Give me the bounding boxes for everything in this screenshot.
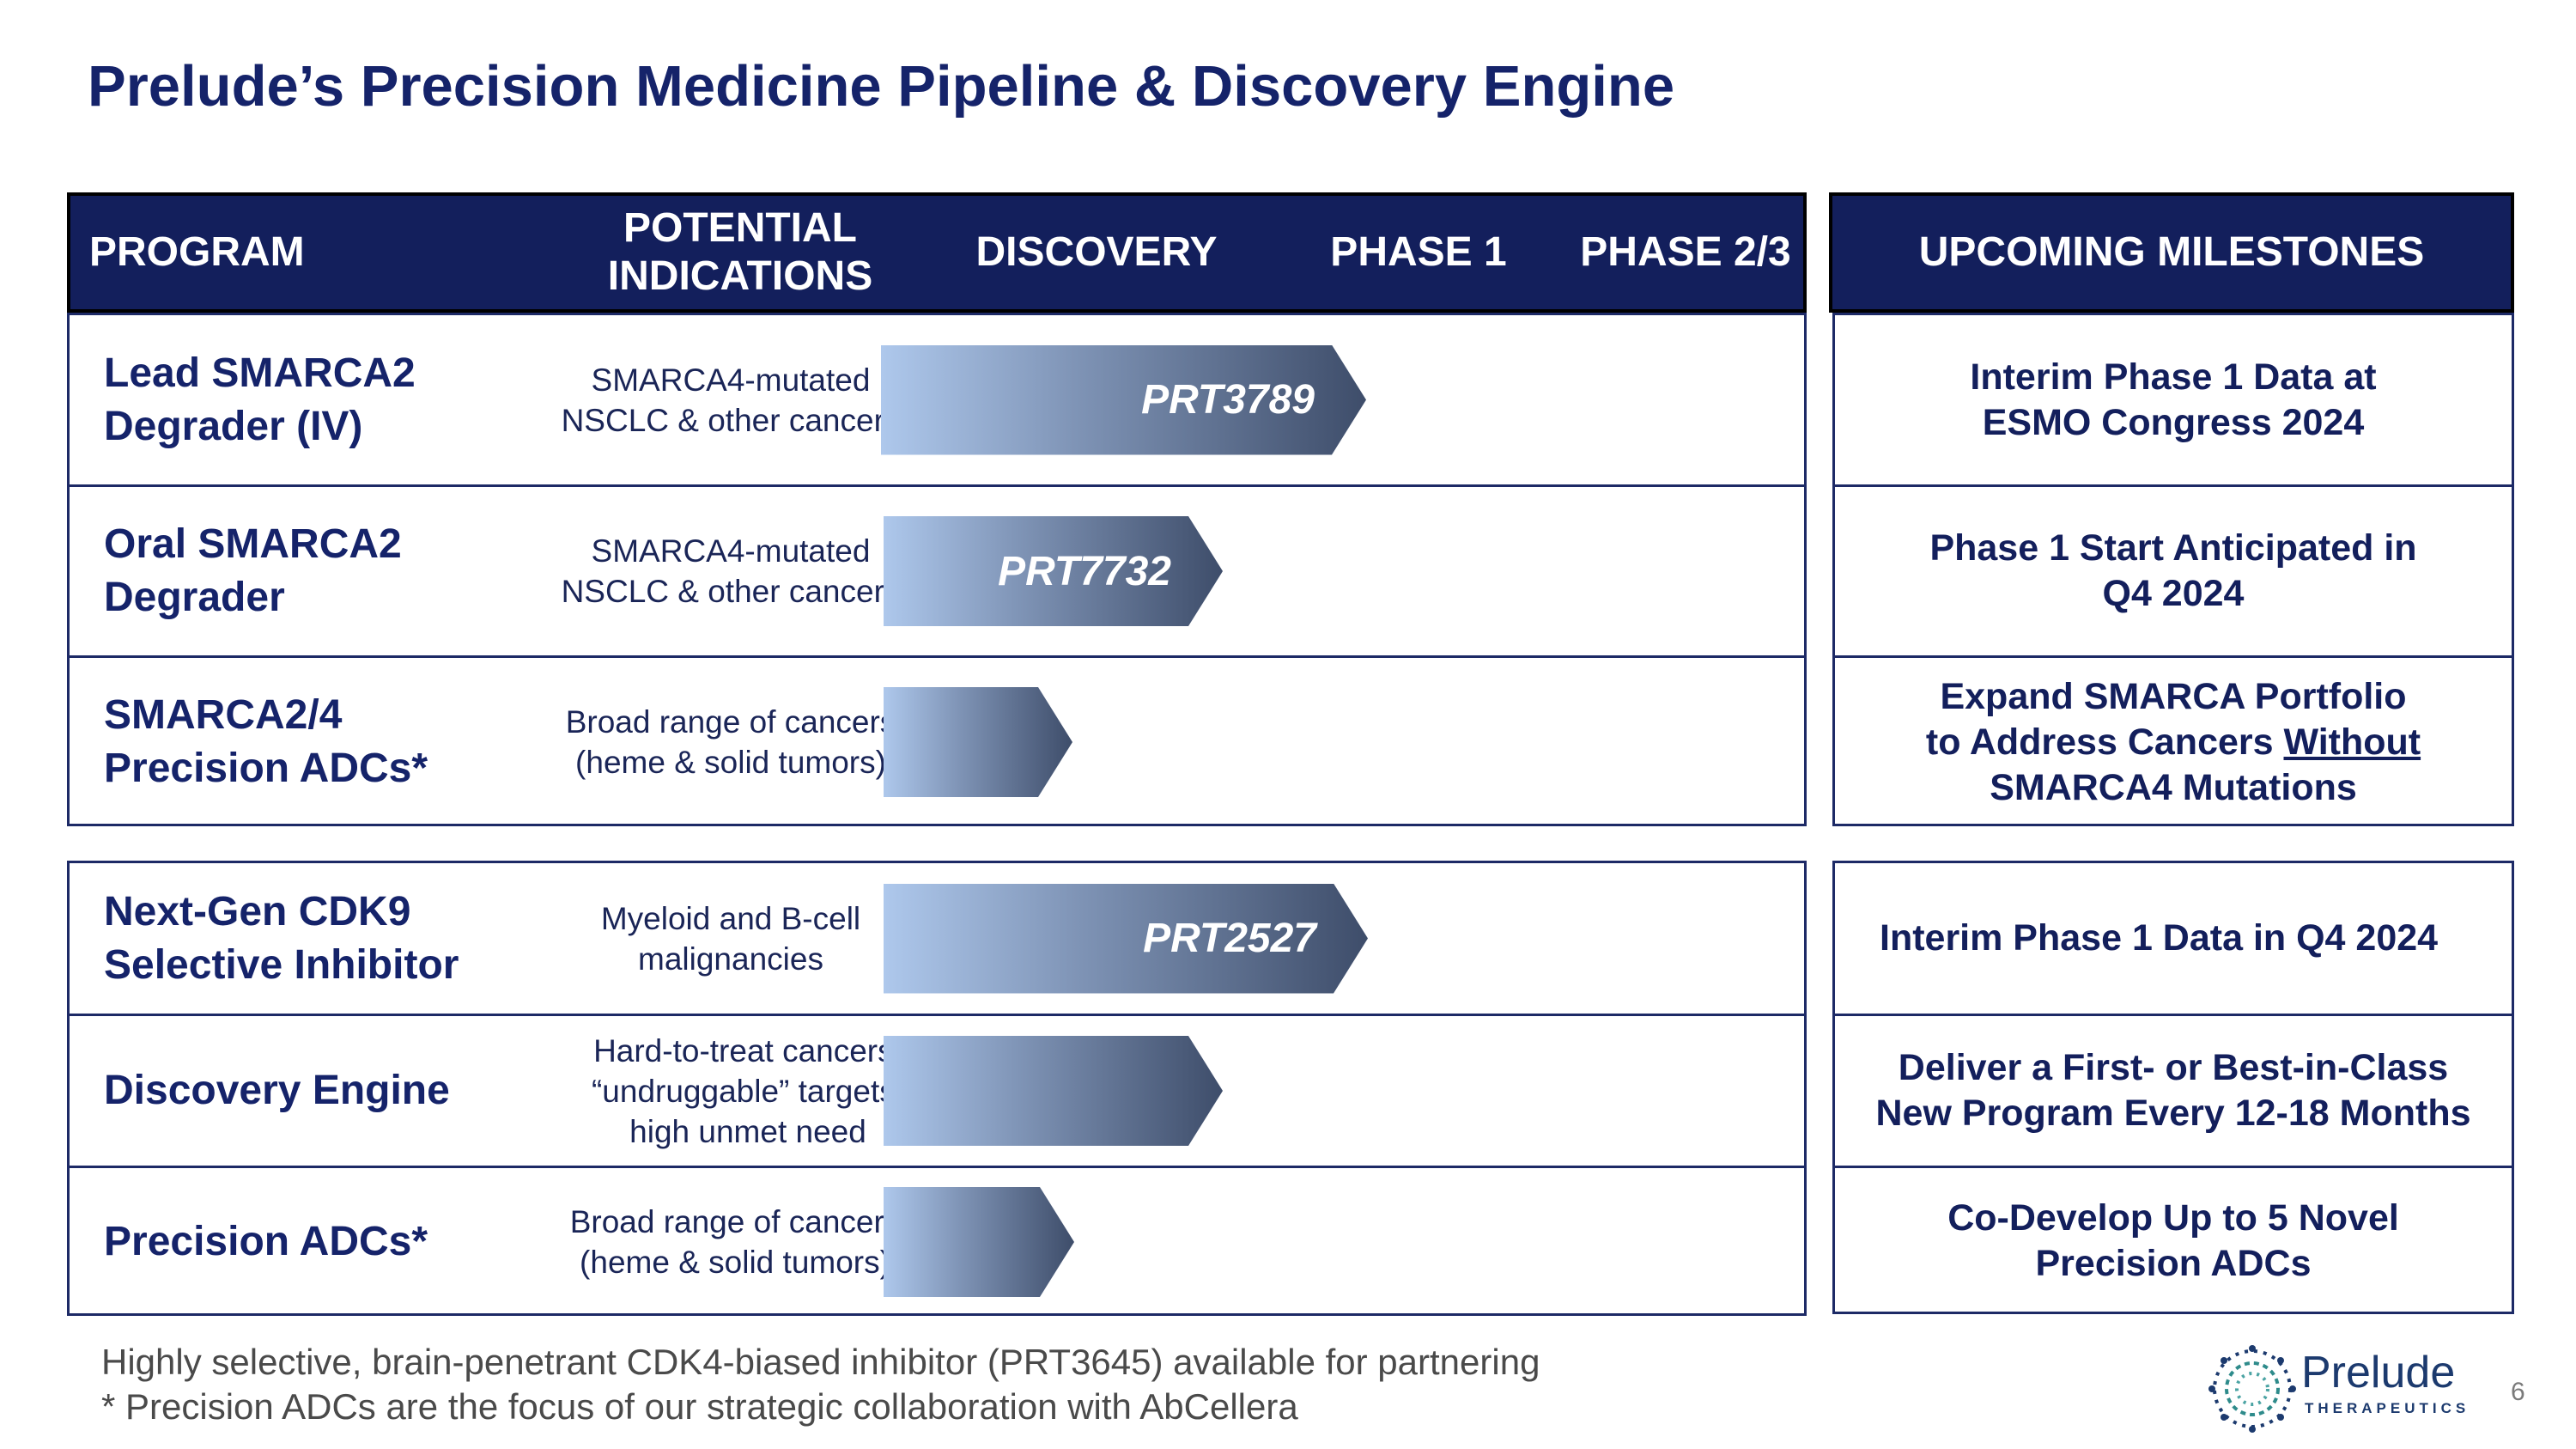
pipeline-row: SMARCA2/4 Precision ADCs* Broad range of… xyxy=(70,658,1804,826)
header-discovery: DISCOVERY xyxy=(975,229,1218,275)
indications: Hard-to-treat cancers, “undruggable” tar… xyxy=(591,1032,905,1149)
milestone-text: Co-Develop Up to 5 Novel Precision ADCs xyxy=(1947,1197,2399,1284)
header-indications: POTENTIAL INDICATIONS xyxy=(607,205,873,299)
milestone-line: Expand SMARCA Portfolio xyxy=(1940,675,2407,717)
logo-wordmark: Prelude xyxy=(2301,1348,2456,1397)
stage-arrow xyxy=(884,1036,1223,1146)
pipeline-row: Oral SMARCA2 Degrader SMARCA4-mutated NS… xyxy=(70,487,1804,658)
milestone-emphasis: Without xyxy=(2283,721,2421,763)
stage-arrow: PRT3789 xyxy=(881,345,1366,455)
milestones-group-discovery: Interim Phase 1 Data in Q4 2024 Deliver … xyxy=(1832,861,2514,1314)
pipeline-header: PROGRAM POTENTIAL INDICATIONS DISCOVERY … xyxy=(67,192,1807,313)
pipeline-group-discovery: Next-Gen CDK9 Selective Inhibitor Myeloi… xyxy=(67,861,1807,1316)
pipeline-row: Next-Gen CDK9 Selective Inhibitor Myeloi… xyxy=(70,863,1804,1016)
milestone-row: Interim Phase 1 Data in Q4 2024 xyxy=(1835,863,2512,1016)
pipeline-group-smarca: Lead SMARCA2 Degrader (IV) SMARCA4-mutat… xyxy=(67,313,1807,826)
prelude-star-icon xyxy=(2208,1345,2296,1433)
milestone-text: Interim Phase 1 Data in Q4 2024 xyxy=(1880,917,2439,959)
logo-subtitle: THERAPEUTICS xyxy=(2305,1400,2470,1416)
pipeline-row: Lead SMARCA2 Degrader (IV) SMARCA4-mutat… xyxy=(70,315,1804,487)
footnote-partnering: Highly selective, brain-penetrant CDK4-b… xyxy=(101,1342,1540,1382)
milestone-row: Phase 1 Start Anticipated in Q4 2024 xyxy=(1835,487,2512,658)
milestone-text: Deliver a First- or Best-in-Class New Pr… xyxy=(1875,1047,2471,1134)
indications: SMARCA4-mutated NSCLC & other cancers xyxy=(561,533,901,609)
milestone-row: Expand SMARCA Portfolio to Address Cance… xyxy=(1835,658,2512,826)
milestone-text: Interim Phase 1 Data at ESMO Congress 20… xyxy=(1970,356,2377,443)
indications: Broad range of cancers (heme & solid tum… xyxy=(569,1204,901,1280)
program-name: Next-Gen CDK9 Selective Inhibitor xyxy=(104,888,459,988)
program-name: Discovery Engine xyxy=(104,1068,450,1113)
program-name: Precision ADCs* xyxy=(104,1219,428,1264)
asset-label: PRT2527 xyxy=(1143,916,1316,961)
milestones-group-smarca: Interim Phase 1 Data at ESMO Congress 20… xyxy=(1832,313,2514,826)
asset-label: PRT7732 xyxy=(998,548,1171,594)
asset-label: PRT3789 xyxy=(1141,377,1315,423)
indications: Broad range of cancers (heme & solid tum… xyxy=(565,704,896,780)
stage-arrow xyxy=(884,1187,1074,1297)
header-phase23: PHASE 2/3 xyxy=(1580,229,1791,275)
program-name: Lead SMARCA2 Degrader (IV) xyxy=(104,350,416,449)
program-name: Oral SMARCA2 Degrader xyxy=(104,521,402,620)
footnote-adc-collaboration: * Precision ADCs are the focus of our st… xyxy=(101,1386,1298,1427)
milestone-text: Expand SMARCA Portfolio to Address Cance… xyxy=(1835,658,2512,826)
stage-arrow xyxy=(884,687,1072,797)
stage-arrow: PRT7732 xyxy=(884,516,1223,626)
milestone-text: Phase 1 Start Anticipated in Q4 2024 xyxy=(1929,527,2417,614)
prelude-logo: Prelude THERAPEUTICS xyxy=(2205,1342,2488,1436)
milestone-row: Interim Phase 1 Data at ESMO Congress 20… xyxy=(1835,315,2512,487)
header-phase1: PHASE 1 xyxy=(1330,229,1507,275)
page-number: 6 xyxy=(2511,1378,2525,1406)
milestone-line-part: to Address Cancers xyxy=(1925,721,2284,763)
pipeline-row: Discovery Engine Hard-to-treat cancers, … xyxy=(70,1016,1804,1168)
indications: Myeloid and B-cell malignancies xyxy=(600,900,861,977)
page-title: Prelude’s Precision Medicine Pipeline & … xyxy=(88,54,1675,119)
program-name: SMARCA2/4 Precision ADCs* xyxy=(104,692,428,791)
header-milestones: UPCOMING MILESTONES xyxy=(1918,229,2425,275)
milestone-row: Co-Develop Up to 5 Novel Precision ADCs xyxy=(1835,1168,2512,1314)
milestone-row: Deliver a First- or Best-in-Class New Pr… xyxy=(1835,1016,2512,1168)
header-program: PROGRAM xyxy=(89,229,305,275)
milestone-line: to Address Cancers Without xyxy=(1926,720,2421,765)
milestones-header: UPCOMING MILESTONES xyxy=(1829,192,2514,313)
milestone-line: SMARCA4 Mutations xyxy=(1990,766,2357,808)
stage-arrow: PRT2527 xyxy=(884,884,1368,994)
indications: SMARCA4-mutated NSCLC & other cancers xyxy=(561,362,901,438)
pipeline-row: Precision ADCs* Broad range of cancers (… xyxy=(70,1168,1804,1316)
